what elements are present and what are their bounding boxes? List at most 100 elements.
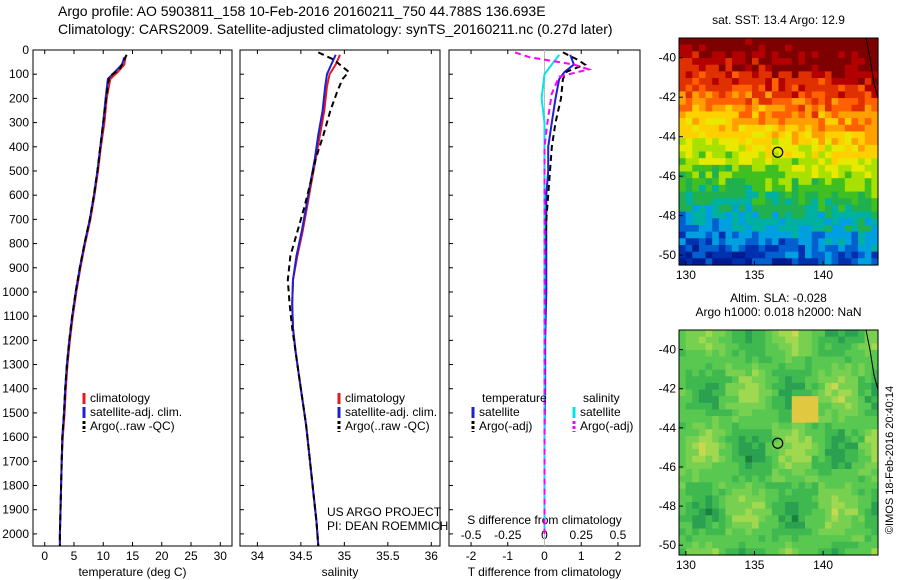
sst-map-cell — [798, 71, 806, 79]
sst-map-cell — [732, 131, 740, 139]
sst-map-cell — [864, 224, 872, 233]
sla-map-cell — [765, 382, 773, 391]
sla-map-cell — [679, 382, 687, 391]
sla-map-cell — [705, 515, 713, 523]
sla-map-cell — [851, 548, 859, 556]
sla-map-cell — [811, 402, 819, 411]
sst-map-cell — [838, 244, 846, 253]
sla-map-cell — [698, 396, 707, 404]
sla-map-cell — [732, 402, 740, 411]
sst-map-cell — [778, 238, 786, 246]
sla-map-cell — [844, 356, 853, 364]
sla-map-cell — [831, 330, 839, 338]
sst-map-cell — [851, 211, 859, 219]
sla-map-cell — [718, 396, 727, 404]
sla-map-cell — [844, 382, 853, 391]
sla-map-cell — [692, 369, 700, 377]
sst-map-cell — [758, 118, 766, 126]
sst-map-cell — [864, 204, 872, 213]
sst-map-lon-label: 135 — [744, 268, 764, 282]
sla-map-cell — [705, 429, 713, 437]
sla-map-cell — [705, 508, 713, 516]
sla-map-cell — [805, 462, 813, 470]
sla-map-cell — [732, 488, 740, 497]
sla-map-cell — [698, 429, 707, 437]
sst-map-cell — [811, 164, 819, 173]
sla-map-cell — [771, 515, 780, 523]
sla-map-cell — [765, 495, 773, 503]
sst-map-cell — [818, 198, 826, 206]
sst-map-cell — [791, 71, 799, 79]
sla-map-cell — [758, 502, 766, 510]
sst-map-cell — [824, 118, 833, 126]
sst-map-cell — [831, 171, 839, 179]
sla-map-cell — [844, 449, 853, 457]
sla-map-cell — [718, 416, 727, 424]
salinity-xlabel: salinity — [322, 565, 359, 579]
sst-map-cell — [838, 44, 846, 52]
sst-map-cell — [791, 44, 799, 52]
sst-map-cell — [751, 118, 760, 126]
sst-map-cell — [851, 71, 859, 79]
sla-map-cell — [705, 482, 713, 490]
sst-map-cell — [745, 98, 753, 106]
sst-map-cell — [844, 164, 853, 173]
sst-map-cell — [745, 144, 753, 153]
sla-map-cell — [805, 363, 813, 371]
sst-map-cell — [871, 151, 879, 159]
sla-map-cell — [838, 488, 846, 497]
sst-map-cell — [712, 58, 720, 66]
sla-map-cell — [871, 535, 879, 543]
sla-map-cell — [791, 336, 799, 344]
sla-map-cell — [864, 356, 872, 364]
sla-map-cell — [725, 482, 733, 490]
sst-map-cell — [778, 38, 786, 46]
sla-map-cell — [758, 482, 766, 490]
sla-map-cell — [765, 389, 773, 397]
sst-map-cell — [831, 178, 839, 186]
sla-map-cell — [771, 429, 780, 437]
sst-map-cell — [785, 71, 793, 79]
sst-map-cell — [718, 64, 727, 72]
sst-map-cell — [831, 51, 839, 59]
sla-map-cell — [692, 508, 700, 516]
sst-map-cell — [692, 78, 700, 86]
t-difference-axis-tick-label: 0 — [541, 549, 548, 563]
sla-map-cell — [679, 363, 687, 371]
sla-map-cell — [679, 435, 687, 444]
sst-map-cell — [871, 58, 879, 66]
sla-map-cell — [858, 455, 866, 463]
sla-map-cell — [778, 349, 786, 358]
sst-map-cell — [745, 158, 753, 166]
sla-map-cell — [771, 402, 780, 411]
sst-map-cell — [765, 138, 773, 146]
sst-map-cell — [805, 118, 813, 126]
sst-map-cell — [871, 144, 879, 153]
sla-map-cell — [685, 330, 693, 338]
sst-map-cell — [778, 138, 786, 146]
sla-map-cell — [725, 515, 733, 523]
sla-map-lat-label: -48 — [659, 499, 677, 513]
sst-map-cell — [798, 91, 806, 99]
sla-map-cell — [738, 535, 746, 543]
sst-map-cell — [718, 178, 727, 186]
sla-map-cell — [745, 396, 753, 404]
sla-map-cell — [698, 330, 707, 338]
sst-map-cell — [705, 58, 713, 66]
sst-map-cell — [758, 84, 766, 93]
sst-map-cell — [685, 84, 693, 93]
sst-map-cell — [685, 124, 693, 133]
sla-map-cell — [844, 521, 853, 530]
sla-map-cell — [858, 396, 866, 404]
sst-map-cell — [851, 224, 859, 233]
sst-map-cell — [838, 251, 846, 259]
sst-map-cell — [824, 91, 833, 99]
sst-map-cell — [751, 111, 760, 119]
sla-map-cell — [758, 336, 766, 344]
sla-map-cell — [705, 356, 713, 364]
sst-map-cell — [771, 71, 780, 79]
sst-map-cell — [685, 44, 693, 52]
sla-map-cell — [771, 349, 780, 358]
sla-map-cell — [698, 382, 707, 391]
sst-map-cell — [732, 158, 740, 166]
